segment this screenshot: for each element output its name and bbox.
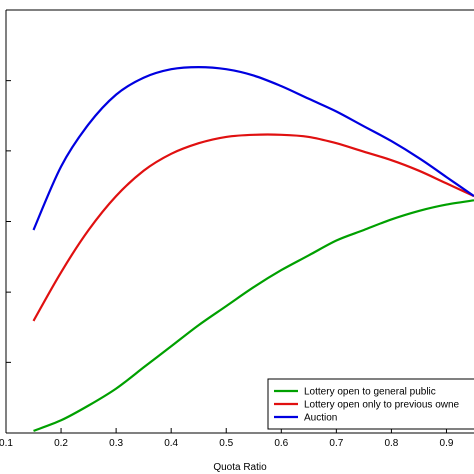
x-tick-label: 0.1	[0, 438, 13, 449]
series-line-2	[32, 133, 474, 322]
axes: 0.1 0.2 0.3 0.4 0.5 0.6 0.7 0.8 0.9	[0, 9, 474, 449]
legend-box	[267, 378, 474, 430]
x-tick-label: 0.4	[164, 438, 178, 449]
legend-label: Lottery open only to previous owne	[304, 400, 460, 411]
x-tick-label: 0.7	[329, 438, 343, 449]
x-tick-label: 0.2	[54, 438, 68, 449]
series-line-1	[33, 199, 474, 432]
x-tick-label: 0.6	[274, 438, 288, 449]
x-tick-label: 0.3	[109, 438, 123, 449]
legend: Lottery open to general public Lottery op…	[267, 378, 474, 430]
x-tick-label: 0.9	[440, 438, 454, 449]
legend-label: Lottery open to general public	[304, 387, 436, 398]
x-tick-label: 0.8	[384, 438, 398, 449]
series-layer	[32, 65, 474, 432]
series-line-3	[32, 65, 474, 231]
legend-label: Auction	[304, 413, 337, 424]
x-axis-label: Quota Ratio	[213, 462, 267, 473]
x-tick-label: 0.5	[219, 438, 233, 449]
